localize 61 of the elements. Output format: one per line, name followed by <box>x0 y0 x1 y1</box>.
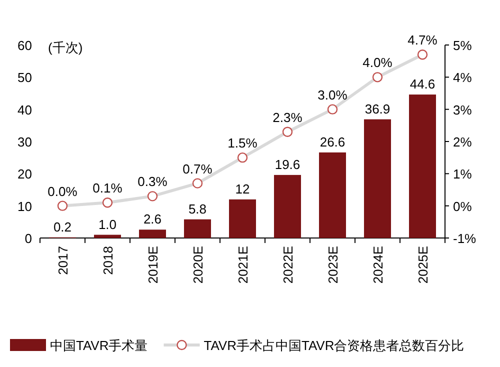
data-label: 1.5% <box>228 136 258 151</box>
point <box>102 198 113 208</box>
point <box>327 104 338 114</box>
y-tick-label: 0 <box>24 231 32 246</box>
data-label: 0.7% <box>182 161 213 176</box>
y2-tick-label: 3% <box>453 102 472 118</box>
y2-tick-label: -1% <box>453 231 477 246</box>
y2-tick-label: 4% <box>453 70 472 86</box>
x-tick-label: 2020E <box>190 246 206 284</box>
bar <box>139 230 166 238</box>
bar <box>319 152 346 238</box>
point <box>372 72 383 82</box>
legend-label: 中国TAVR手术量 <box>50 338 148 353</box>
x-tick-label: 2019E <box>146 246 160 284</box>
data-label: 44.6 <box>410 76 436 92</box>
x-tick-label: 2021E <box>236 246 250 284</box>
y-tick-label: 40 <box>18 102 32 118</box>
x-tick-label: 2024E <box>370 246 386 284</box>
data-label: 5.8 <box>188 201 207 216</box>
y-tick-label: 60 <box>18 38 32 53</box>
y-axis-title: (千次) <box>48 40 83 55</box>
bar <box>184 219 211 238</box>
y2-tick-label: 5% <box>453 38 472 53</box>
data-label: 0.0% <box>48 184 78 199</box>
data-label: 4.7% <box>408 32 438 48</box>
data-label: 12 <box>235 181 250 196</box>
x-tick-label: 2022E <box>280 246 296 284</box>
bar <box>364 119 391 238</box>
y-tick-label: 20 <box>18 166 32 182</box>
y2-tick-label: 2% <box>453 134 472 150</box>
point <box>57 200 68 211</box>
data-label: 2.6 <box>143 212 162 227</box>
data-label: 0.2 <box>53 219 72 234</box>
data-label: 4.0% <box>362 55 393 70</box>
y-tick-label: 50 <box>18 70 32 86</box>
data-label: 19.6 <box>274 156 300 172</box>
x-tick-label: 2017 <box>56 246 70 275</box>
data-label: 3.0% <box>318 87 348 102</box>
bar <box>229 199 256 238</box>
data-label: 36.9 <box>364 101 390 116</box>
point <box>282 126 293 137</box>
point <box>147 191 158 202</box>
y2-tick-label: 1% <box>453 166 472 182</box>
data-label: 2.3% <box>272 110 303 125</box>
x-tick-label: 2023E <box>326 246 340 284</box>
point <box>237 152 248 163</box>
data-label: 0.3% <box>138 174 168 190</box>
y2-tick-label: 0% <box>453 198 472 214</box>
data-label: 0.1% <box>92 180 123 196</box>
bar <box>409 94 436 238</box>
y-tick-label: 30 <box>18 134 32 150</box>
bar <box>274 174 301 238</box>
y-tick-label: 10 <box>18 198 32 214</box>
x-tick-label: 2025E <box>416 246 430 284</box>
bar <box>94 234 121 238</box>
data-label: 1.0 <box>98 216 117 232</box>
data-label: 26.6 <box>320 134 346 150</box>
legend-label: TAVR手术占中国TAVR合资格患者总数百分比 <box>204 338 464 353</box>
x-tick-label: 2018 <box>100 246 116 275</box>
point <box>417 50 428 60</box>
point <box>192 178 203 188</box>
